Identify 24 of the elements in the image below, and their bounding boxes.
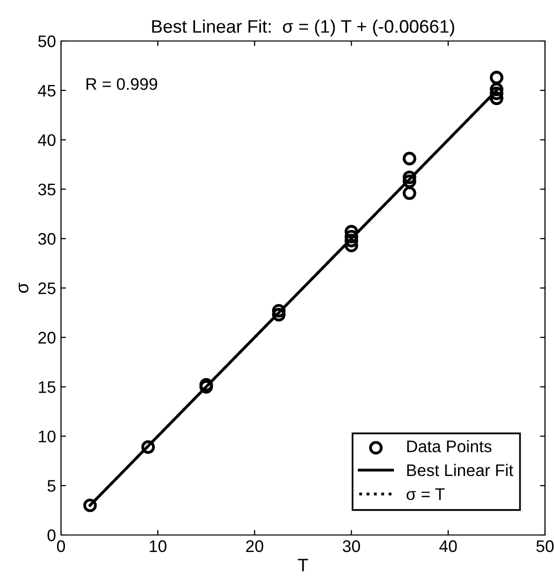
x-tick-label: 40 [439, 540, 457, 552]
x-tick-label: 10 [150, 540, 166, 552]
y-axis-title: σ [18, 282, 28, 293]
x-tick-label: 0 [57, 540, 65, 552]
y-tick-label: 10 [38, 430, 56, 442]
x-tick-label: 50 [536, 540, 554, 552]
y-tick-label: 45 [38, 84, 56, 97]
y-tick-label: 35 [38, 184, 56, 196]
y-tick-label: 5 [48, 480, 56, 492]
y-tick-label: 50 [38, 35, 56, 48]
y-tick-label: 0 [48, 529, 56, 542]
chart-title: Best Linear Fit: σ = (1) T + (-0.00661) [152, 20, 454, 36]
y-tick-label: 20 [38, 332, 56, 344]
legend-label: Data Points [407, 440, 492, 452]
x-tick-label: 20 [246, 540, 264, 552]
y-tick-label: 25 [38, 282, 56, 294]
x-tick-label: 30 [342, 540, 360, 552]
y-tick-label: 30 [38, 233, 56, 245]
annotation: R = 0.999 [86, 78, 158, 90]
y-tick-label: 15 [38, 381, 56, 394]
y-tick-label: 40 [38, 134, 56, 146]
legend-label: Best Linear Fit [407, 464, 514, 476]
x-axis-title: T [298, 558, 308, 572]
legend-label: σ = T [406, 488, 445, 500]
